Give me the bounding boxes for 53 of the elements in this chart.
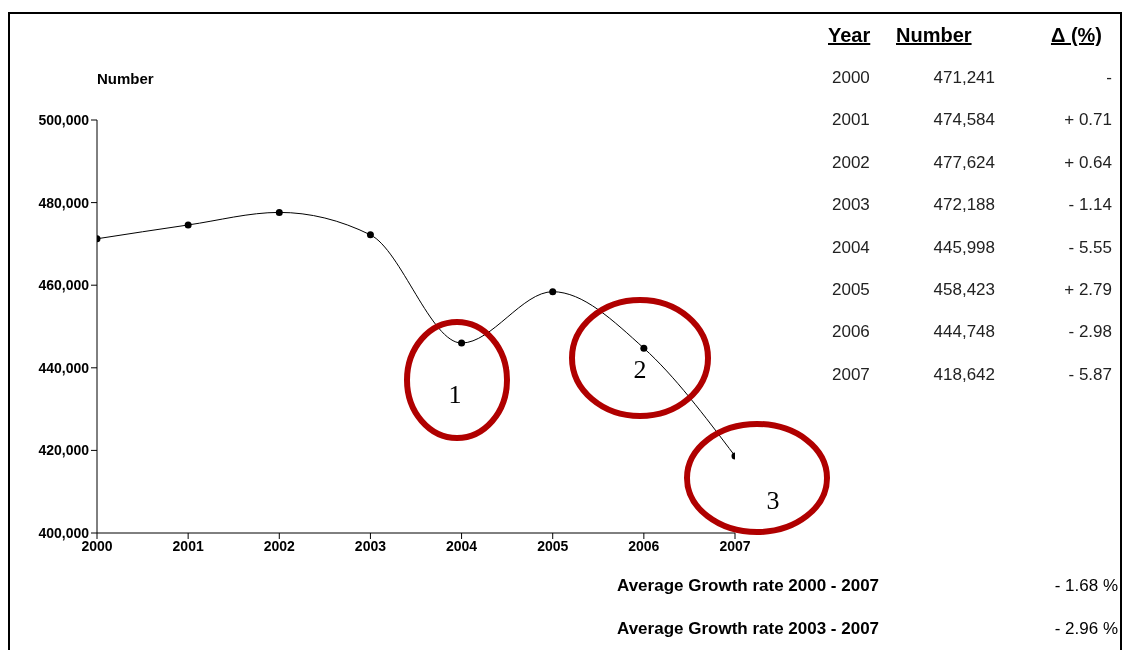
text: - <box>1106 68 1112 88</box>
text: + 0.71 <box>1064 110 1112 131</box>
x-tick-label: 2007 <box>719 537 751 554</box>
text: Δ (%) <box>1050 24 1102 47</box>
text: Year <box>828 24 871 47</box>
text: - 2.98 <box>1068 322 1112 343</box>
text: 2007 <box>832 364 870 385</box>
text: - 5.55 <box>1068 237 1112 258</box>
text: 458,423 <box>933 280 995 300</box>
text: 2001 <box>832 110 870 131</box>
point <box>366 231 374 239</box>
x-tick-label: 2003 <box>354 537 387 554</box>
point <box>640 344 648 352</box>
x-tick-label: 2001 <box>172 537 204 554</box>
y-tick-label: 460,000 <box>38 277 90 294</box>
point <box>275 208 283 216</box>
y-axis-title: Number <box>97 70 154 87</box>
x-tick-label: 2005 <box>537 537 569 554</box>
text: 418,642 <box>933 364 995 385</box>
point <box>549 288 557 296</box>
text: 3 <box>766 485 780 515</box>
text: 472,188 <box>933 195 995 216</box>
text: - 2.96 % <box>1054 619 1118 639</box>
text: - 1.68 % <box>1054 576 1118 596</box>
text: Average Growth rate 2003 - 2007 <box>617 619 880 639</box>
text: 2002 <box>832 152 870 173</box>
text: 445,998 <box>933 237 995 258</box>
x-tick-label: 2006 <box>628 537 660 554</box>
text: - 5.87 <box>1068 364 1112 385</box>
text: Number <box>896 24 972 47</box>
y-tick-label: 420,000 <box>38 442 90 459</box>
y-tick-label: 480,000 <box>38 194 90 211</box>
point <box>184 221 192 229</box>
text: 477,624 <box>933 152 995 173</box>
text: 471,241 <box>933 68 995 88</box>
text: 2004 <box>832 237 870 258</box>
y-tick-label: 440,000 <box>38 359 90 376</box>
text: Average Growth rate 2000 - 2007 <box>617 576 880 596</box>
text: 2000 <box>832 68 870 88</box>
text: 2006 <box>832 322 870 343</box>
text: 2005 <box>832 280 870 300</box>
text: 474,584 <box>933 110 995 131</box>
text: 2003 <box>832 195 870 216</box>
text: + 2.79 <box>1064 280 1112 300</box>
annotation: 1 <box>448 379 462 409</box>
text: - 1.14 <box>1068 195 1112 216</box>
y-tick-label: 500,000 <box>38 111 90 128</box>
annotation: 2 <box>633 354 647 384</box>
point <box>458 339 466 347</box>
x-tick-label: 2004 <box>445 537 478 554</box>
x-tick-label: 2002 <box>263 537 296 554</box>
text: 444,748 <box>933 322 995 343</box>
text: + 0.64 <box>1064 152 1112 173</box>
